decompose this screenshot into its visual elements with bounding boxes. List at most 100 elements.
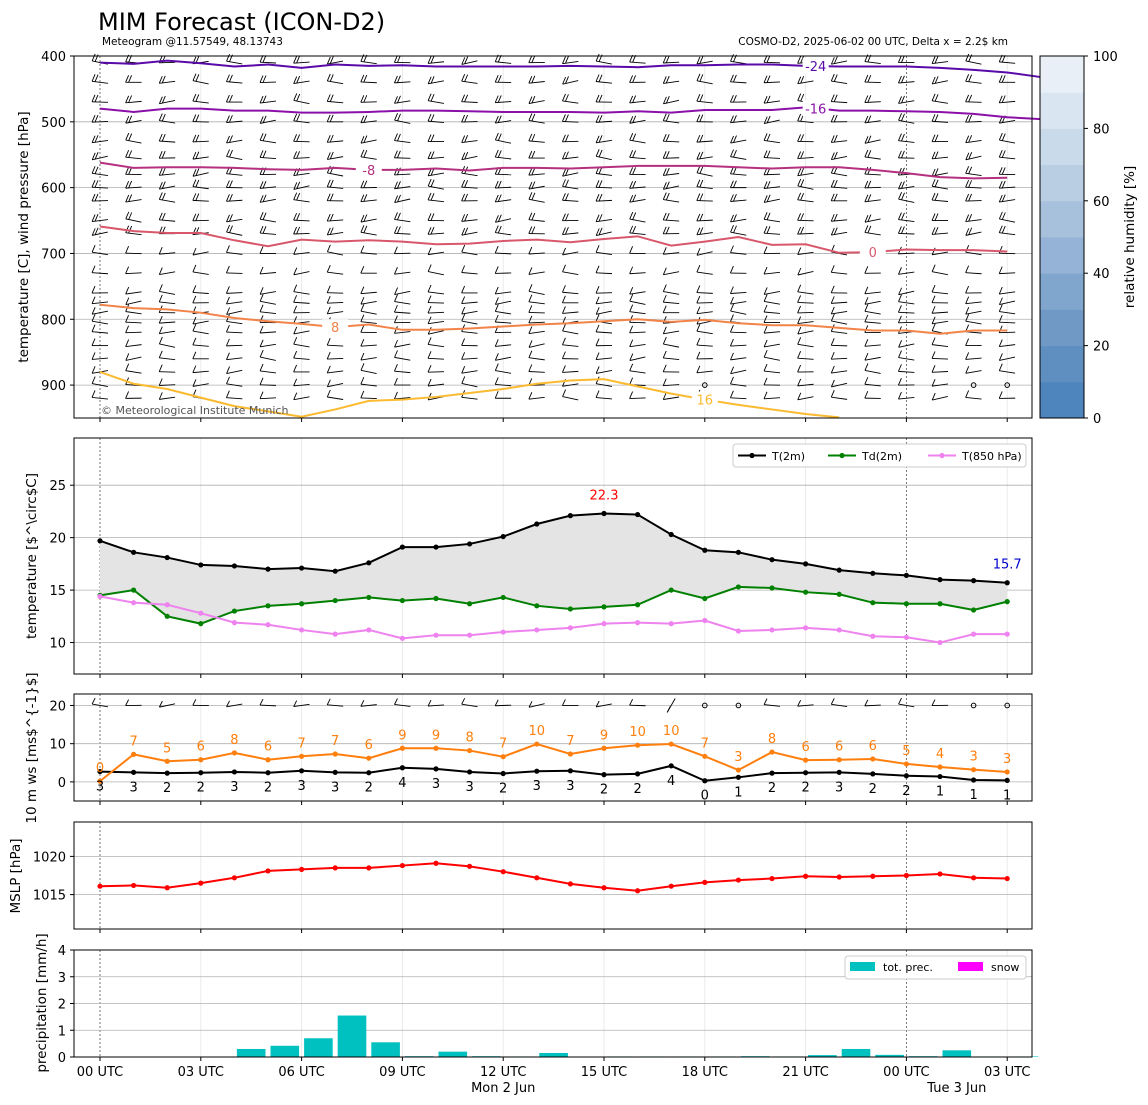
wind-barb bbox=[461, 338, 478, 347]
barb-shaft bbox=[495, 272, 512, 274]
barb-shaft bbox=[797, 232, 814, 235]
wind-barb bbox=[461, 366, 478, 374]
barb-flag bbox=[531, 226, 536, 234]
temperature-point bbox=[702, 617, 708, 624]
barb-shaft bbox=[831, 370, 848, 374]
mean-wind-label: 3 bbox=[230, 780, 238, 795]
temperature-point bbox=[567, 606, 574, 612]
wind-barb bbox=[898, 113, 915, 124]
wind-barb bbox=[898, 697, 915, 708]
wind-barb bbox=[797, 267, 814, 276]
mean-wind-label: 2 bbox=[902, 784, 910, 799]
barb-shaft bbox=[394, 81, 411, 84]
gust-wind-label: 7 bbox=[331, 734, 339, 749]
wind-barb bbox=[226, 193, 243, 202]
barb-flag bbox=[396, 150, 401, 159]
wind-barb bbox=[595, 286, 613, 294]
wind-point bbox=[366, 755, 372, 761]
wind-barb bbox=[326, 306, 344, 315]
barb-flag bbox=[91, 115, 96, 123]
barb-shaft bbox=[528, 185, 545, 190]
barb-flag bbox=[161, 95, 166, 104]
temperature-point bbox=[903, 634, 910, 640]
wind-barb bbox=[427, 134, 444, 143]
barb-flag bbox=[461, 179, 466, 188]
barb-flag bbox=[598, 74, 603, 82]
barb-shaft bbox=[159, 371, 176, 373]
barb-shaft bbox=[932, 271, 948, 276]
barb-flag bbox=[497, 194, 502, 202]
precipitation-bar bbox=[304, 1038, 333, 1057]
barb-flag bbox=[293, 378, 298, 386]
barb-flag bbox=[226, 54, 230, 62]
wind-barb bbox=[595, 180, 613, 189]
barb-flag bbox=[360, 286, 365, 294]
gust-wind-label: 10 bbox=[529, 724, 546, 739]
wind-barb bbox=[629, 211, 646, 223]
barb-shaft bbox=[629, 331, 646, 334]
temperature-point bbox=[601, 604, 607, 610]
wind-barb bbox=[293, 192, 310, 203]
wind-point bbox=[1004, 769, 1010, 775]
barb-flag bbox=[464, 134, 469, 143]
barb-flag bbox=[730, 149, 734, 157]
barb-shaft bbox=[192, 219, 209, 222]
day-label: Mon 2 Jun bbox=[471, 1081, 535, 1096]
barb-flag bbox=[427, 192, 432, 201]
wind-barb bbox=[494, 75, 512, 83]
barb-flag bbox=[195, 114, 200, 122]
barb-shaft bbox=[461, 703, 478, 708]
wind-barb bbox=[528, 55, 545, 64]
wind-barb bbox=[864, 266, 881, 274]
barb-flag bbox=[293, 192, 298, 200]
barb-shaft bbox=[931, 291, 949, 295]
barb-flag bbox=[965, 390, 970, 398]
mslp-point bbox=[635, 888, 641, 894]
wind-barb bbox=[696, 285, 713, 294]
barb-shaft bbox=[562, 291, 579, 295]
barb-shaft bbox=[394, 252, 411, 255]
barb-shaft bbox=[864, 139, 881, 144]
barb-flag bbox=[733, 166, 737, 175]
mean-wind-label: 3 bbox=[331, 780, 339, 795]
barb-flag bbox=[763, 363, 768, 372]
barb-flag bbox=[931, 76, 936, 85]
barb-flag bbox=[562, 306, 566, 314]
barb-flag bbox=[326, 56, 331, 65]
barb-flag bbox=[91, 245, 96, 253]
barb-shaft bbox=[427, 199, 445, 203]
barb-shaft bbox=[260, 198, 276, 203]
barb-flag bbox=[968, 227, 973, 235]
wind-barb bbox=[931, 295, 949, 304]
barb-flag bbox=[564, 193, 569, 201]
barb-shaft bbox=[125, 300, 142, 306]
temperature-point bbox=[735, 549, 742, 555]
wind-barb bbox=[729, 324, 747, 334]
barb-shaft bbox=[92, 231, 108, 236]
barb-flag bbox=[732, 74, 737, 83]
wind-barb bbox=[898, 294, 915, 305]
barb-shaft bbox=[831, 396, 848, 400]
isotherm-label: -8 bbox=[362, 164, 375, 179]
barb-flag bbox=[598, 135, 603, 143]
barb-shaft bbox=[663, 61, 680, 64]
temperature-point bbox=[803, 589, 809, 595]
barb-flag bbox=[629, 339, 634, 347]
gust-wind-label: 7 bbox=[701, 736, 709, 751]
barb-shaft bbox=[797, 291, 814, 295]
barb-shaft bbox=[562, 156, 579, 160]
wind-barb bbox=[293, 295, 310, 304]
wind-barb bbox=[91, 265, 109, 275]
barb-shaft bbox=[192, 344, 209, 347]
barb-flag bbox=[662, 364, 667, 372]
wind-barb bbox=[931, 316, 948, 325]
barb-flag bbox=[665, 213, 670, 221]
temperature-point bbox=[399, 597, 405, 604]
wind-barb bbox=[797, 168, 814, 177]
wind-barb bbox=[729, 180, 747, 189]
x-tick-label: 12 UTC bbox=[480, 1065, 526, 1080]
barb-flag bbox=[897, 315, 902, 324]
barb-flag bbox=[864, 180, 869, 189]
wind-barb bbox=[326, 179, 344, 189]
wind-point bbox=[937, 764, 943, 770]
